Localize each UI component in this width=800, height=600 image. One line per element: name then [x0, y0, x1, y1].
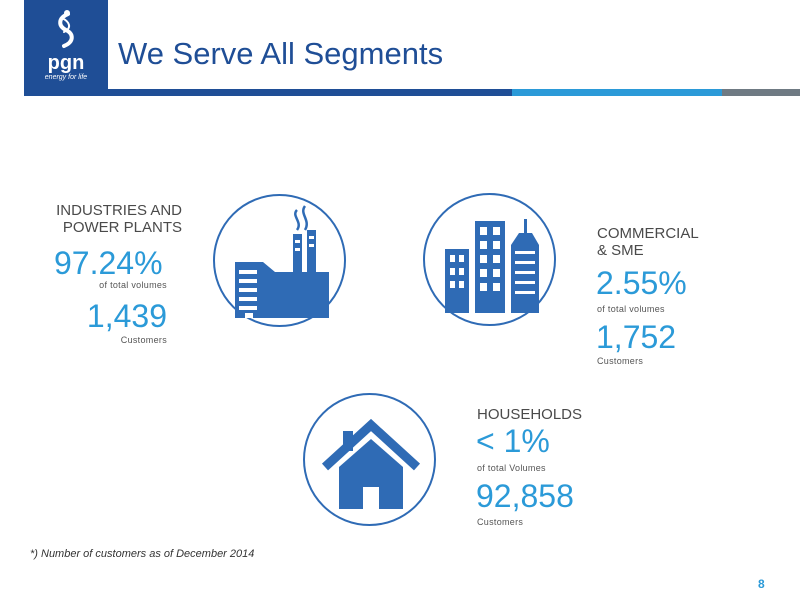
segment-label-line2: POWER PLANTS — [62, 219, 182, 236]
segment-customers-note: Customers — [597, 356, 644, 366]
segment-customers-note: Customers — [477, 517, 524, 527]
segment-label-line1: COMMERCIAL — [597, 225, 699, 242]
segment-label-line1: HOUSEHOLDS — [477, 406, 583, 423]
page-title: We Serve All Segments — [118, 36, 444, 71]
header-bar-gray — [722, 89, 800, 96]
commercial-circle — [423, 193, 556, 326]
house-icon — [321, 418, 421, 509]
households-circle — [303, 393, 436, 526]
footnote: *) Number of customers as of December 20… — [30, 548, 255, 560]
page-number: 8 — [758, 577, 765, 591]
segment-label-line2: & SME — [597, 242, 644, 259]
flame-icon — [58, 10, 74, 48]
header-bar-light-blue — [512, 89, 722, 96]
segment-customers: 1,752 — [596, 319, 677, 355]
industries-circle — [213, 194, 346, 327]
segment-percent: < 1% — [476, 423, 550, 459]
segment-percent-note: of total Volumes — [477, 463, 546, 473]
segment-percent-note: of total volumes — [597, 304, 665, 314]
logo-name: pgn — [47, 52, 85, 74]
segment-customers: 1,439 — [86, 298, 167, 334]
segment-label-line1: INDUSTRIES AND — [56, 202, 182, 219]
segment-customers-note: Customers — [120, 335, 167, 345]
segment-percent-note: of total volumes — [99, 280, 167, 290]
buildings-icon — [445, 219, 539, 313]
logo-tagline: energy for life — [44, 74, 88, 81]
segment-percent: 2.55% — [596, 265, 687, 301]
segment-customers: 92,858 — [476, 478, 574, 514]
header-bar-navy — [108, 89, 512, 96]
segment-percent: 97.24% — [54, 245, 163, 281]
factory-icon — [235, 205, 329, 318]
pgn-logo: pgn energy for life — [24, 0, 108, 96]
